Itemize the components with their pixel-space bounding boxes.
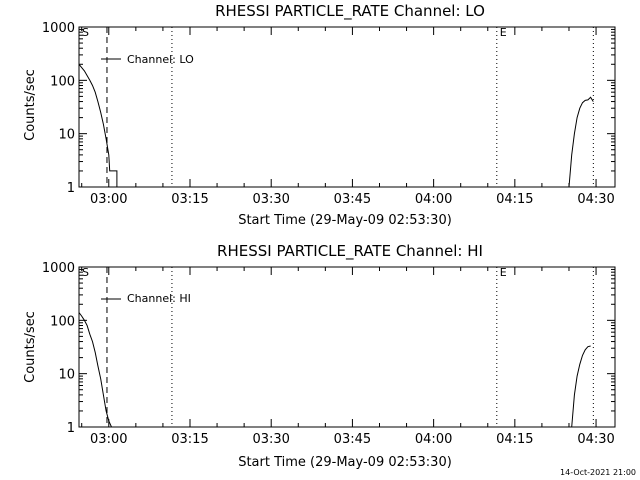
- x-tick-label: 03:15: [171, 432, 208, 447]
- series-line: [568, 96, 594, 188]
- x-tick-label: 04:00: [415, 192, 452, 207]
- footer-timestamp: 14-Oct-2021 21:00: [560, 468, 636, 477]
- y-tick-label: 1: [67, 181, 75, 196]
- x-axis-label: Start Time (29-May-09 02:53:30): [238, 213, 452, 228]
- x-tick-label: 03:00: [90, 192, 127, 207]
- x-tick-label: 03:30: [252, 192, 289, 207]
- chart-title: RHESSI PARTICLE_RATE Channel: HI: [217, 242, 483, 261]
- y-tick-label: 100: [50, 314, 75, 329]
- y-tick-label: 1000: [42, 261, 75, 276]
- legend-label: Channel: HI: [127, 292, 191, 305]
- x-tick-label: 04:30: [577, 432, 614, 447]
- y-axis-label: Counts/sec: [23, 69, 38, 141]
- y-tick-label: 10: [58, 128, 75, 143]
- series-line: [78, 312, 112, 428]
- x-tick-label: 04:30: [577, 192, 614, 207]
- panel-hi: RHESSI PARTICLE_RATE Channel: HI Start T…: [23, 242, 616, 470]
- time-marker-label: E: [500, 26, 507, 39]
- plot-frame: [78, 26, 616, 188]
- y-tick-label: 100: [50, 74, 75, 89]
- time-marker-label: S: [82, 266, 89, 279]
- series-line: [571, 345, 591, 428]
- time-marker-label: E: [500, 266, 507, 279]
- time-marker-label: S: [82, 26, 89, 39]
- data-series: [78, 312, 591, 428]
- x-tick-label: 04:00: [415, 432, 452, 447]
- x-tick-label: 03:45: [334, 192, 371, 207]
- plot-frame: [78, 266, 616, 428]
- y-tick-label: 10: [58, 368, 75, 383]
- y-axis-label: Counts/sec: [23, 311, 38, 383]
- y-tick-label: 1000: [42, 21, 75, 36]
- x-tick-label: 03:30: [252, 432, 289, 447]
- series-line: [78, 63, 118, 187]
- y-tick-label: 1: [67, 421, 75, 436]
- x-tick-label: 03:45: [334, 432, 371, 447]
- chart-title: RHESSI PARTICLE_RATE Channel: LO: [215, 2, 485, 21]
- panel-lo: RHESSI PARTICLE_RATE Channel: LO Start T…: [23, 2, 616, 228]
- x-tick-label: 04:15: [496, 192, 533, 207]
- x-tick-label: 04:15: [496, 432, 533, 447]
- axis-ticks: 03:00 03:15 03:30 03:45 04:00 04:15 04:30 1 10 10…: [42, 21, 615, 207]
- x-tick-label: 03:00: [90, 432, 127, 447]
- data-series: [78, 63, 594, 188]
- x-axis-label: Start Time (29-May-09 02:53:30): [238, 455, 452, 470]
- x-tick-label: 03:15: [171, 192, 208, 207]
- legend-label: Channel: LO: [127, 53, 194, 66]
- axis-ticks: 03:00 03:15 03:30 03:45 04:00 04:15 04:30 1 10 10…: [42, 261, 615, 447]
